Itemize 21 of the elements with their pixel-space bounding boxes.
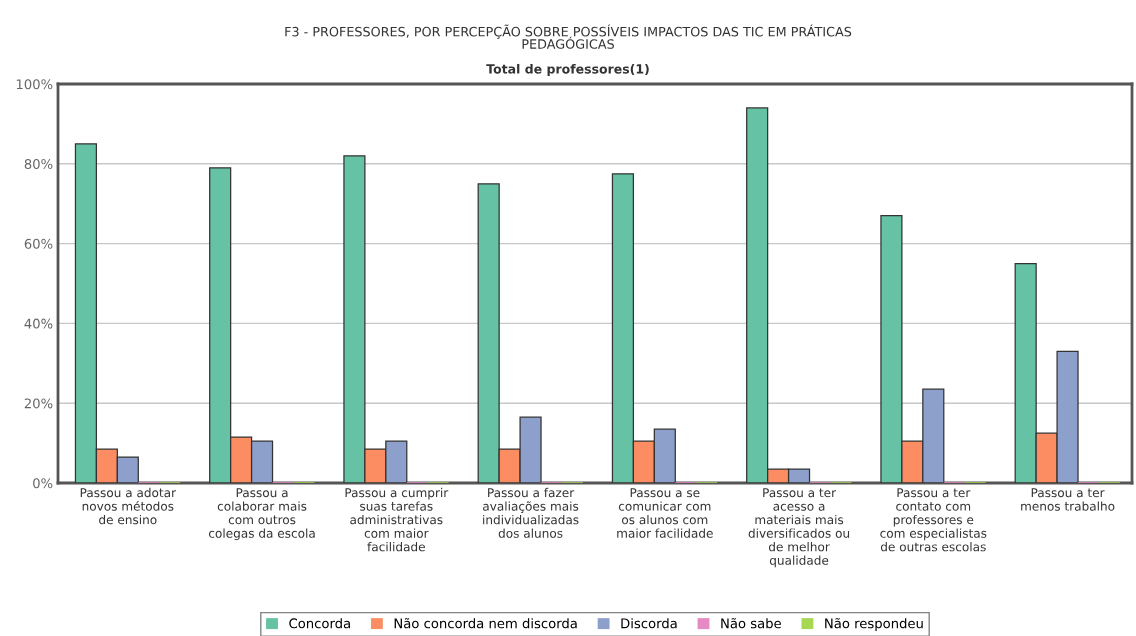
y-tick-label: 20% [24,398,53,409]
legend-label: Discorda [621,618,677,629]
legend-label: Não respondeu [825,617,923,631]
x-tick-label: Passou a se comunicar com os alunos com maior facilidade [617,488,713,538]
y-tick-label: 100% [16,79,53,90]
y-tick-label: 0% [33,478,53,489]
legend-label: Não concorda nem discorda [394,617,577,629]
x-tick-label: Passou a ter menos trabalho [1021,488,1115,511]
x-tick-label: Passou a colaborar mais com outros colegas da escola [208,488,315,541]
chart-title: F3 - PROFESSORES, POR PERCEPÇÃO SOBRE POSSÍVEIS IMPACTOS DAS TIC EM PRÁTICAS PEDAGÓGICAS [285,24,852,49]
legend-label: Não sabe [721,617,781,629]
x-tick-label: Passou a fazer avaliações mais individualizadas dos alunos [483,487,579,538]
chart-subtitle: Total de professores(1) [486,63,649,77]
x-tick-label: Passou a cumprir suas tarefas administrativas com maior facilidade [345,487,449,552]
x-tick-label: Passou a ter contato com professores e com especialistas de outras escolas [880,488,987,552]
x-tick-label: Passou a ter acesso a materiais mais diversificados ou de melhor qualidade [748,488,850,568]
y-tick-label: 80% [24,159,53,169]
x-tick-label: Passou a adotar novos métodos de ensino [80,487,177,525]
y-tick-label: 40% [24,318,53,329]
y-tick-label: 60% [24,238,53,249]
legend-label: Concorda [289,618,350,629]
